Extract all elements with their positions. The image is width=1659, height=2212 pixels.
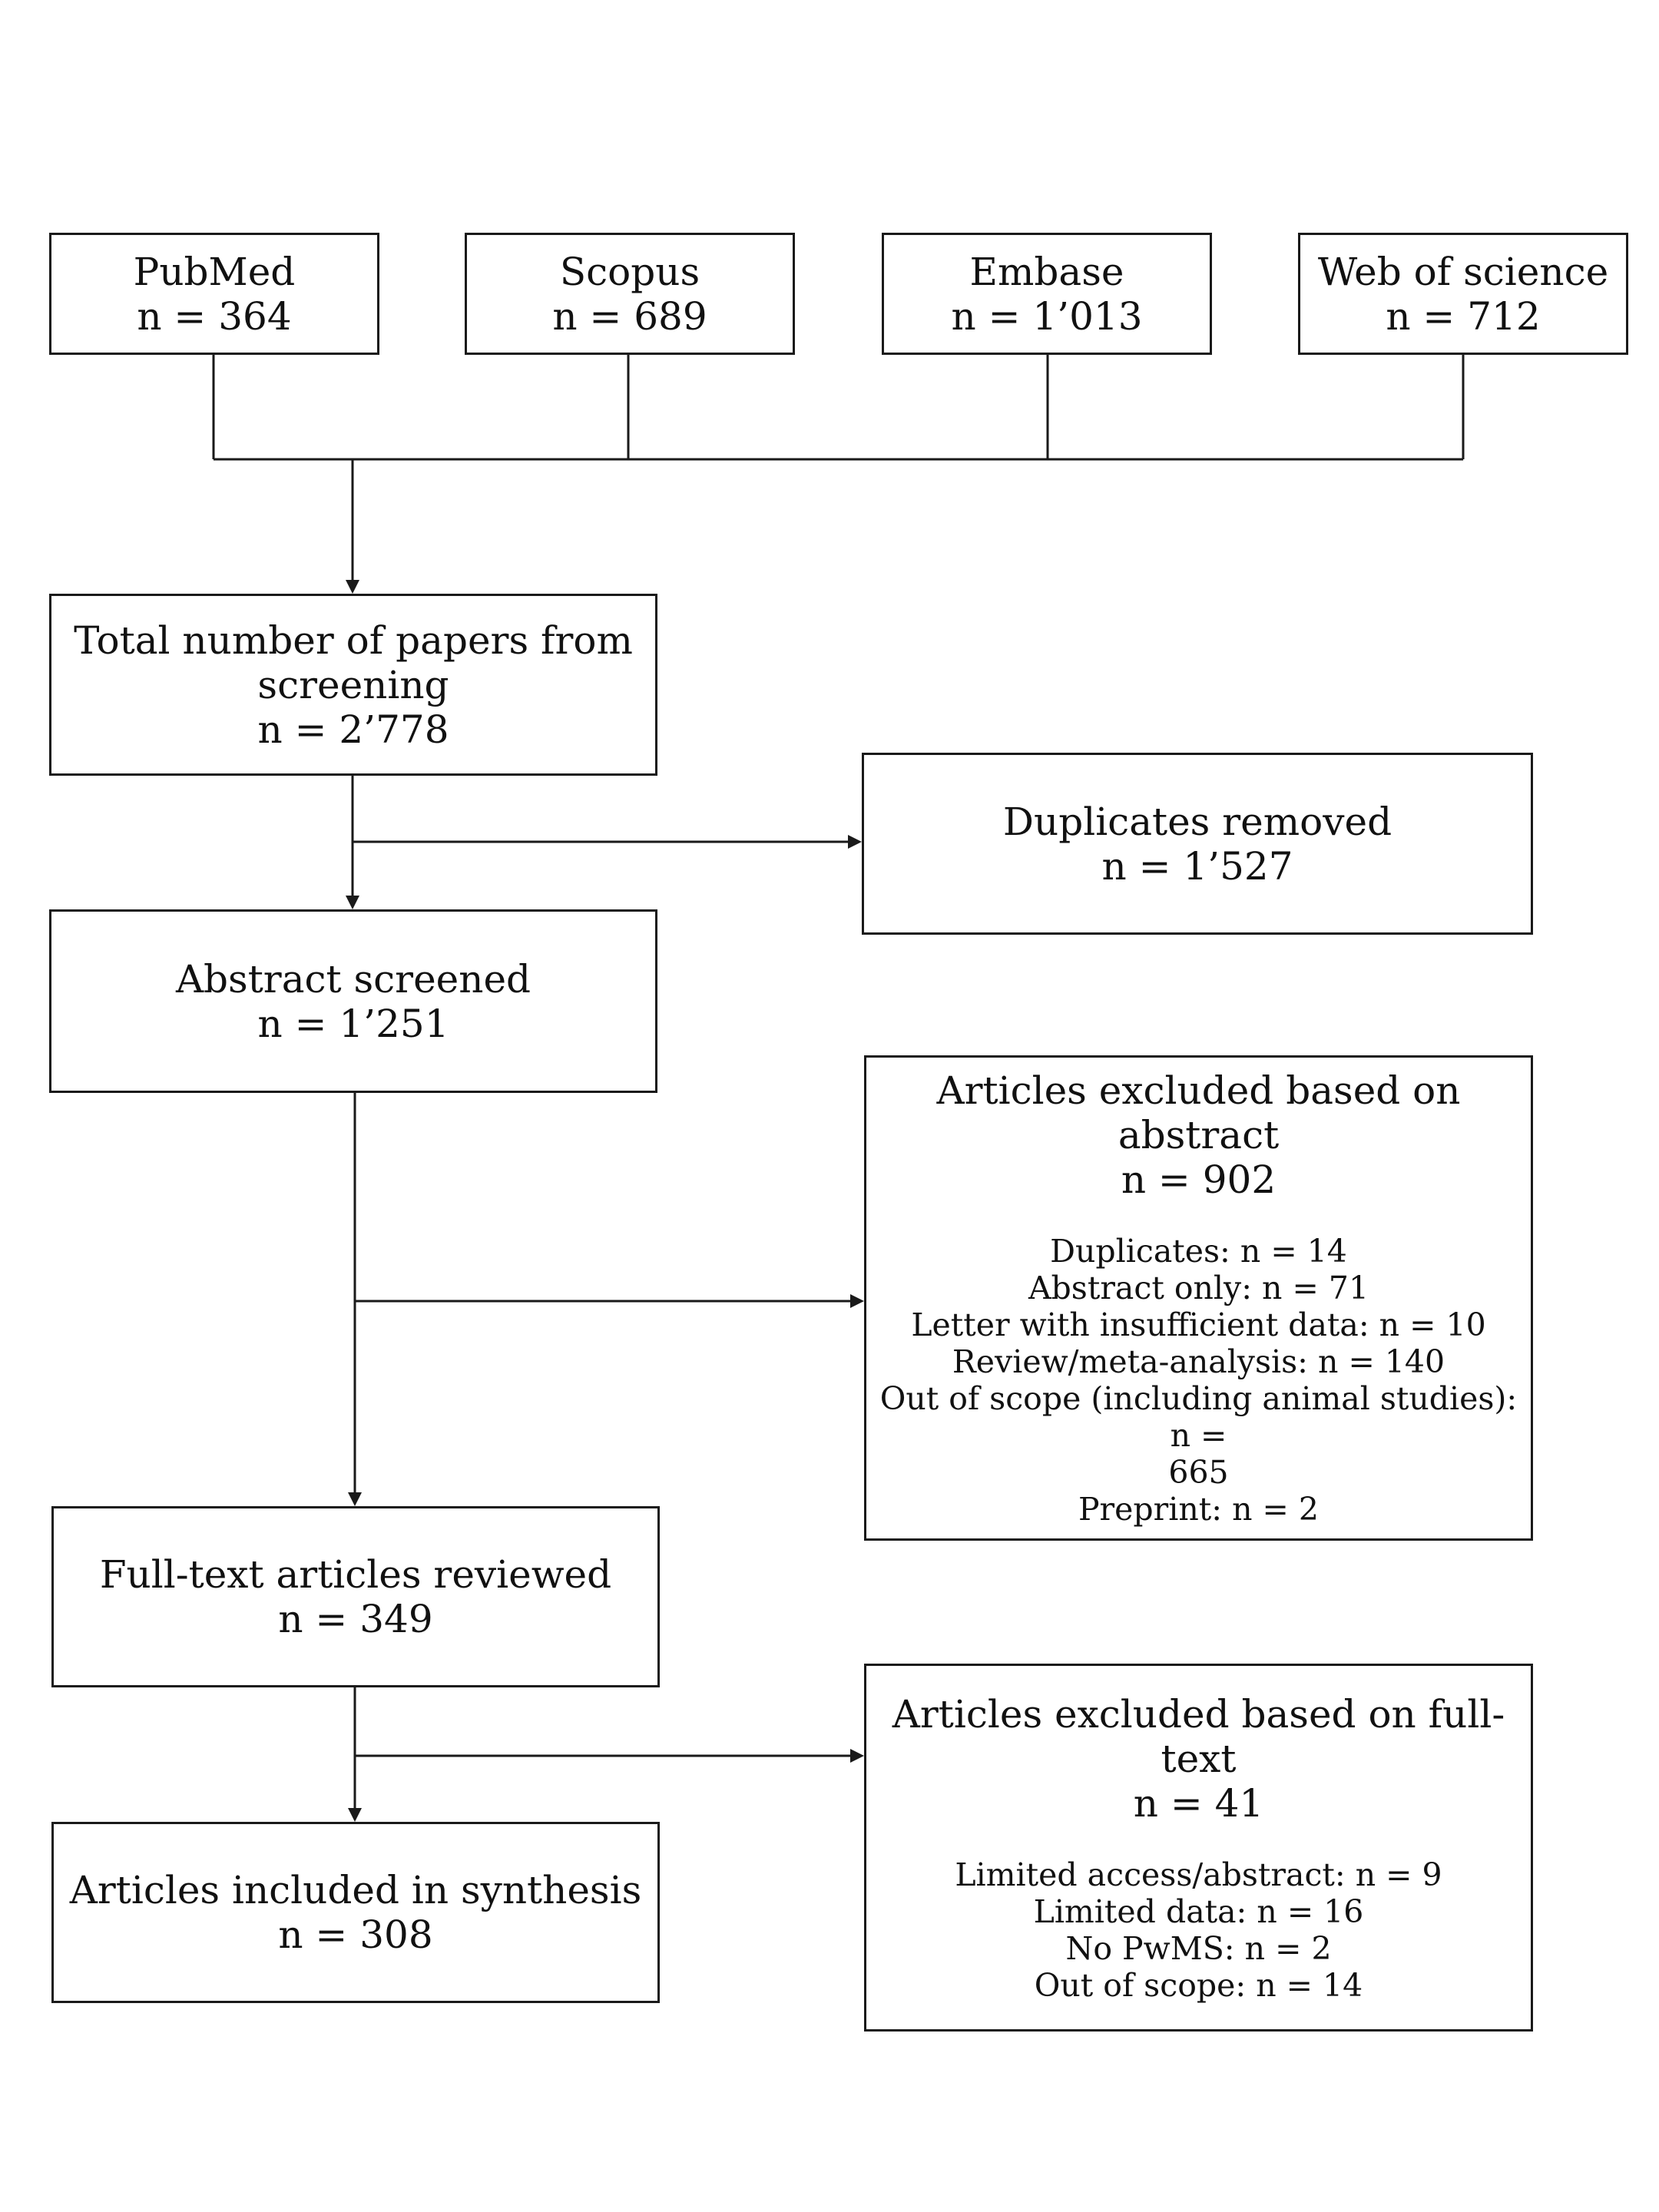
exclusion-reason: Review/meta-analysis: n = 140 [952, 1343, 1445, 1380]
exclusion-reason: Duplicates: n = 14 [1050, 1233, 1347, 1270]
source-box-scopus: Scopus n = 689 [465, 233, 795, 355]
duplicates-removed-box: Duplicates removed n = 1’527 [862, 753, 1533, 935]
source-count: n = 364 [137, 293, 292, 339]
source-name: PubMed [133, 249, 296, 294]
arrow-to-included [348, 1687, 362, 1822]
arrow-to-abstract-screened [346, 776, 359, 909]
exclusion-reason: Preprint: n = 2 [1078, 1491, 1320, 1528]
source-box-web-of-science: Web of science n = 712 [1298, 233, 1628, 355]
excluded-abstract-label: Articles excluded based on abstract [936, 1068, 1461, 1157]
abstract-screened-label: Abstract screened [175, 956, 531, 1002]
total-papers-box: Total number of papers from screening n … [49, 594, 657, 776]
duplicates-count: n = 1’527 [1101, 843, 1293, 889]
exclusion-reason: Letter with insufficient data: n = 10 [911, 1306, 1486, 1343]
source-count: n = 1’013 [951, 293, 1143, 339]
source-box-pubmed: PubMed n = 364 [49, 233, 379, 355]
arrow-to-duplicates [353, 835, 862, 849]
source-name: Embase [969, 249, 1124, 294]
abstract-screened-count: n = 1’251 [257, 1001, 449, 1046]
total-count: n = 2’778 [257, 707, 449, 752]
exclusion-reason: No PwMS: n = 2 [1065, 1929, 1332, 1967]
excluded-fulltext-count: n = 41 [1133, 1780, 1264, 1826]
arrow-to-excluded-fulltext [355, 1749, 864, 1763]
included-label: Articles included in synthesis [69, 1868, 642, 1912]
source-name: Scopus [559, 249, 700, 294]
included-count: n = 308 [278, 1912, 433, 1957]
total-label-line2: screening [257, 662, 449, 707]
exclusion-reason: Limited access/abstract: n = 9 [955, 1856, 1442, 1893]
arrow-to-excluded-abstract [355, 1294, 864, 1308]
source-count: n = 689 [552, 293, 707, 339]
excluded-fulltext-label: Articles excluded based on full-text [892, 1691, 1505, 1781]
fulltext-reviewed-count: n = 349 [278, 1597, 433, 1641]
exclusion-reason: Abstract only: n = 71 [1028, 1270, 1369, 1306]
exclusion-reason: Out of scope: n = 14 [1034, 1966, 1363, 2004]
excluded-fulltext-box: Articles excluded based on full-text n =… [864, 1664, 1533, 2032]
exclusion-reason: 665 [1168, 1454, 1229, 1491]
fulltext-reviewed-box: Full-text articles reviewed n = 349 [51, 1506, 660, 1687]
excluded-abstract-box: Articles excluded based on abstract n = … [864, 1055, 1533, 1541]
exclusion-reason: Limited data: n = 16 [1033, 1892, 1364, 1930]
included-synthesis-box: Articles included in synthesis n = 308 [51, 1822, 660, 2003]
sources-merge-lines [212, 353, 1465, 461]
excluded-abstract-count: n = 902 [1121, 1157, 1277, 1202]
abstract-screened-box: Abstract screened n = 1’251 [49, 909, 657, 1093]
arrow-to-total [346, 459, 359, 594]
arrow-to-fulltext-reviewed [348, 1093, 362, 1506]
source-name: Web of science [1317, 249, 1609, 294]
duplicates-label: Duplicates removed [1002, 799, 1392, 844]
total-label-line1: Total number of papers from [74, 618, 633, 663]
source-box-embase: Embase n = 1’013 [882, 233, 1212, 355]
fulltext-reviewed-label: Full-text articles reviewed [99, 1552, 612, 1597]
source-count: n = 712 [1386, 293, 1541, 339]
exclusion-reason: Out of scope (including animal studies):… [879, 1380, 1518, 1454]
